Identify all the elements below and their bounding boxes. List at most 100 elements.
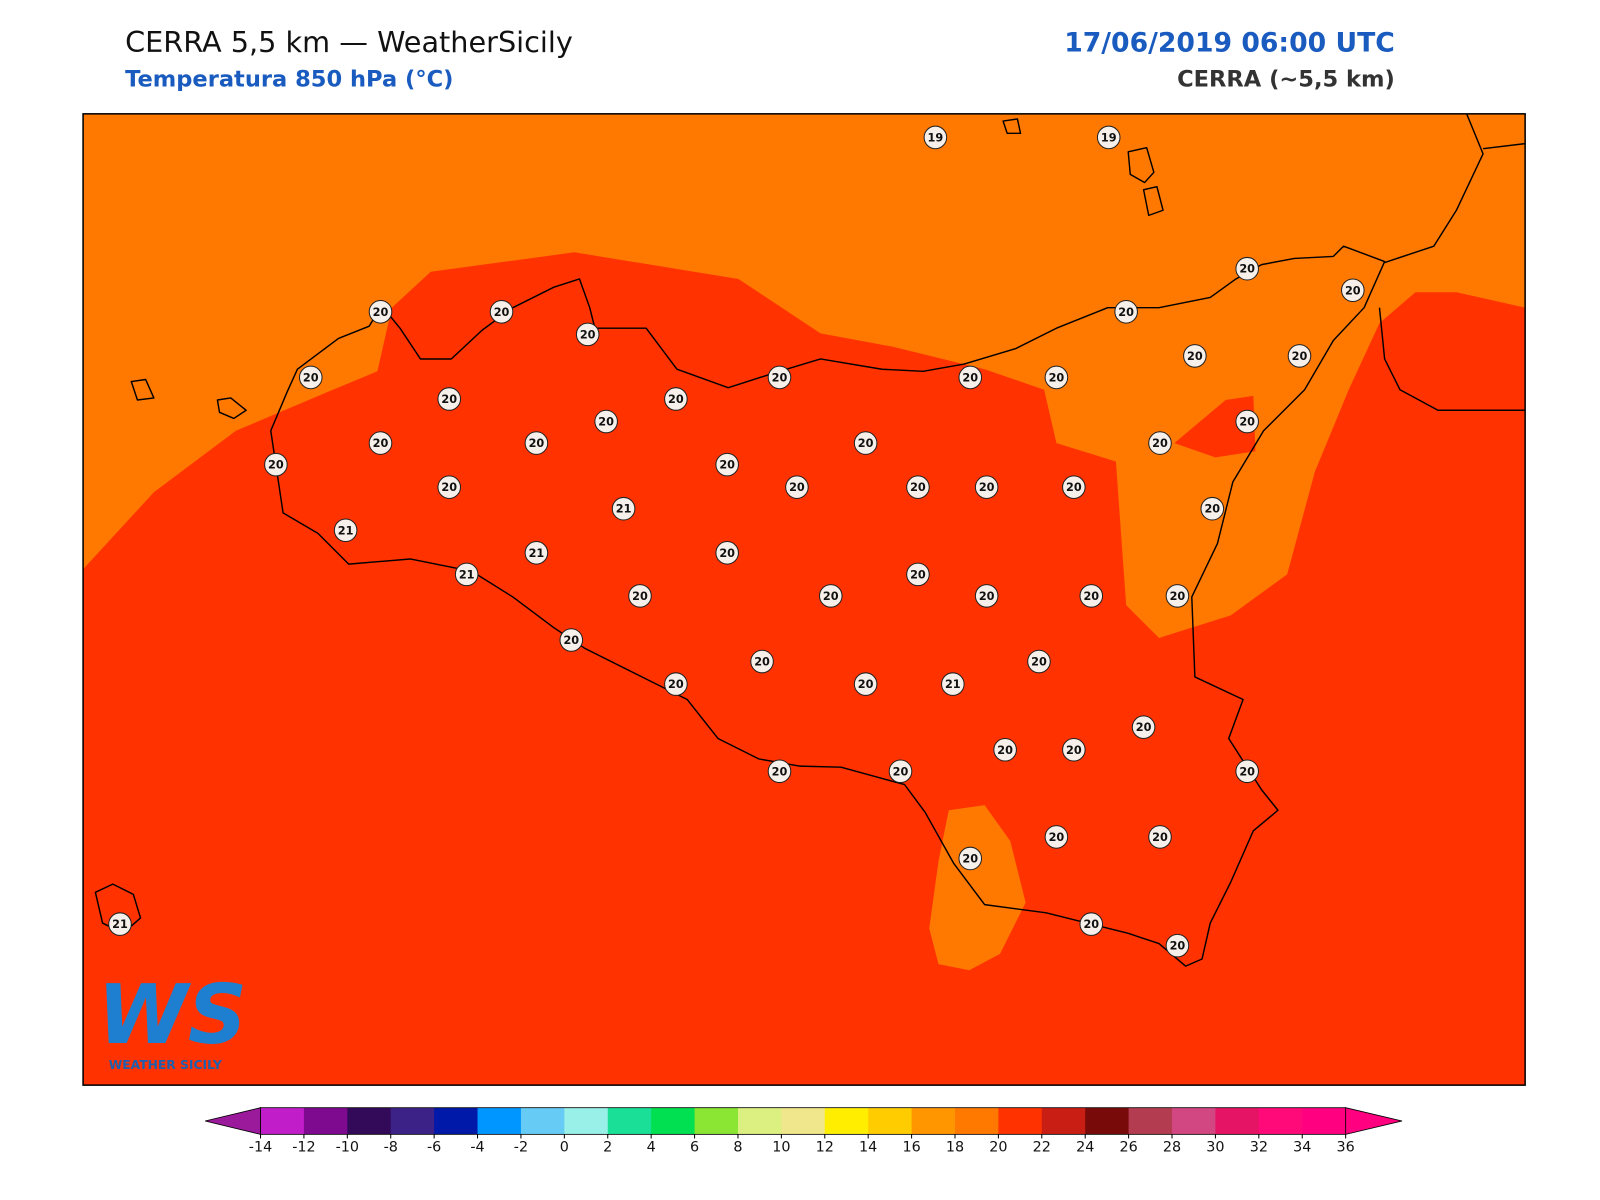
station-marker	[993, 737, 1017, 762]
colorbar-segment	[694, 1107, 739, 1135]
station-marker	[264, 452, 288, 477]
station-marker	[750, 649, 774, 674]
colorbar-segment	[1041, 1107, 1086, 1135]
colorbar-tick-label: -2	[514, 1140, 528, 1156]
station-value: 20	[1136, 721, 1152, 734]
station-value: 20	[910, 481, 926, 494]
station-marker	[108, 912, 132, 936]
logo: WS WEATHER SICILY	[97, 968, 247, 1072]
colorbar-tick-label: 28	[1163, 1140, 1181, 1156]
station-value: 20	[632, 590, 648, 603]
station-value: 20	[668, 393, 684, 406]
colorbar-tick-label: 24	[1076, 1140, 1094, 1156]
colorbar-tick-label: 32	[1250, 1140, 1268, 1156]
station-marker	[437, 387, 462, 411]
station-marker	[974, 584, 999, 608]
logo-name: WEATHER SICILY	[109, 1058, 223, 1072]
station-marker	[1183, 344, 1207, 368]
station-value: 20	[1239, 416, 1255, 429]
station-marker	[853, 672, 878, 696]
colorbar-segment	[911, 1107, 956, 1135]
station-value: 20	[1170, 590, 1186, 603]
station-value: 20	[1118, 306, 1134, 319]
colorbar-segment	[868, 1107, 913, 1135]
station-marker	[1287, 344, 1312, 368]
station-value: 20	[580, 328, 596, 341]
station-value: 20	[910, 568, 926, 581]
station-marker	[524, 541, 549, 565]
station-value: 20	[1083, 918, 1099, 931]
station-marker	[489, 300, 514, 324]
station-value: 20	[494, 306, 510, 319]
subtitle: Temperatura 850 hPa (°C)	[125, 67, 453, 93]
station-marker	[853, 431, 878, 455]
station-marker	[628, 584, 652, 608]
colorbar-tick-label: -4	[470, 1140, 484, 1156]
field-cool	[929, 805, 1026, 971]
stations: 19 19 20 20 20 20 20 20 20 20 20 20 20 20 20 20 20 20 20 20…	[108, 125, 1365, 958]
station-marker	[974, 475, 999, 499]
station-marker	[559, 628, 584, 652]
colorbar-segment	[1302, 1107, 1347, 1135]
station-marker	[1062, 737, 1086, 762]
map-frame	[82, 113, 1526, 1086]
station-marker	[1079, 912, 1104, 936]
colorbar-extend-high	[1345, 1107, 1403, 1135]
station-value: 20	[1239, 263, 1255, 276]
station-value: 19	[928, 131, 944, 144]
colorbar-segment	[564, 1107, 609, 1135]
station-marker	[1114, 300, 1138, 324]
station-value: 20	[997, 744, 1013, 757]
colorbar-tick-label: -6	[427, 1140, 441, 1156]
station-value: 20	[1239, 765, 1255, 778]
station-marker	[1165, 933, 1190, 958]
colorbar-tick-label: 6	[690, 1140, 699, 1156]
station-value: 20	[772, 371, 788, 384]
station-value: 20	[668, 678, 684, 691]
station-value: 21	[112, 918, 128, 931]
station-value: 20	[1152, 437, 1168, 450]
station-marker	[333, 518, 358, 543]
station-value: 20	[1170, 940, 1186, 953]
station-value: 21	[459, 568, 475, 581]
station-marker	[958, 846, 983, 871]
station-value: 20	[962, 852, 978, 865]
colorbar-segment	[824, 1107, 869, 1135]
station-value: 20	[303, 371, 319, 384]
station-value: 20	[1066, 481, 1082, 494]
station-marker	[664, 672, 688, 696]
station-marker	[368, 431, 393, 455]
colorbar-tick-label: 22	[1033, 1140, 1051, 1156]
colorbar-tick-label: 12	[816, 1140, 834, 1156]
station-value: 20	[1049, 831, 1065, 844]
colorbar-segment	[781, 1107, 826, 1135]
station-marker	[1235, 409, 1259, 434]
station-value: 20	[563, 634, 579, 647]
colorbar-tick-label: 0	[560, 1140, 569, 1156]
station-marker	[958, 365, 983, 390]
island	[94, 118, 1164, 935]
colorbar-segment	[1215, 1107, 1260, 1135]
colorbar-tick-label: -14	[249, 1140, 272, 1156]
colorbar-segment	[260, 1107, 305, 1135]
station-value: 20	[858, 437, 874, 450]
station-marker	[594, 409, 618, 434]
coastline	[1378, 113, 1526, 411]
station-value: 20	[719, 459, 735, 472]
colorbar-extend-low	[205, 1107, 261, 1135]
colorbar-tick-label: 30	[1206, 1140, 1224, 1156]
station-marker	[1148, 431, 1172, 455]
station-value: 20	[858, 678, 874, 691]
station-value: 20	[1292, 350, 1308, 363]
colorbar: -14 -12 -10 -8 -6 -4 -2 0 2 4 6 8 10 12 14 16 18 20 22 24 26…	[205, 1107, 1403, 1156]
colorbar-frame	[260, 1107, 1347, 1135]
colorbar-segment	[347, 1107, 392, 1135]
title: CERRA 5,5 km — WeatherSicily	[125, 25, 573, 59]
colorbar-tick-label: 26	[1119, 1140, 1137, 1156]
station-value: 20	[598, 416, 614, 429]
station-value: 20	[268, 459, 284, 472]
colorbar-segment	[998, 1107, 1043, 1135]
station-marker	[664, 387, 688, 411]
colorbar-tick-label: -12	[292, 1140, 315, 1156]
